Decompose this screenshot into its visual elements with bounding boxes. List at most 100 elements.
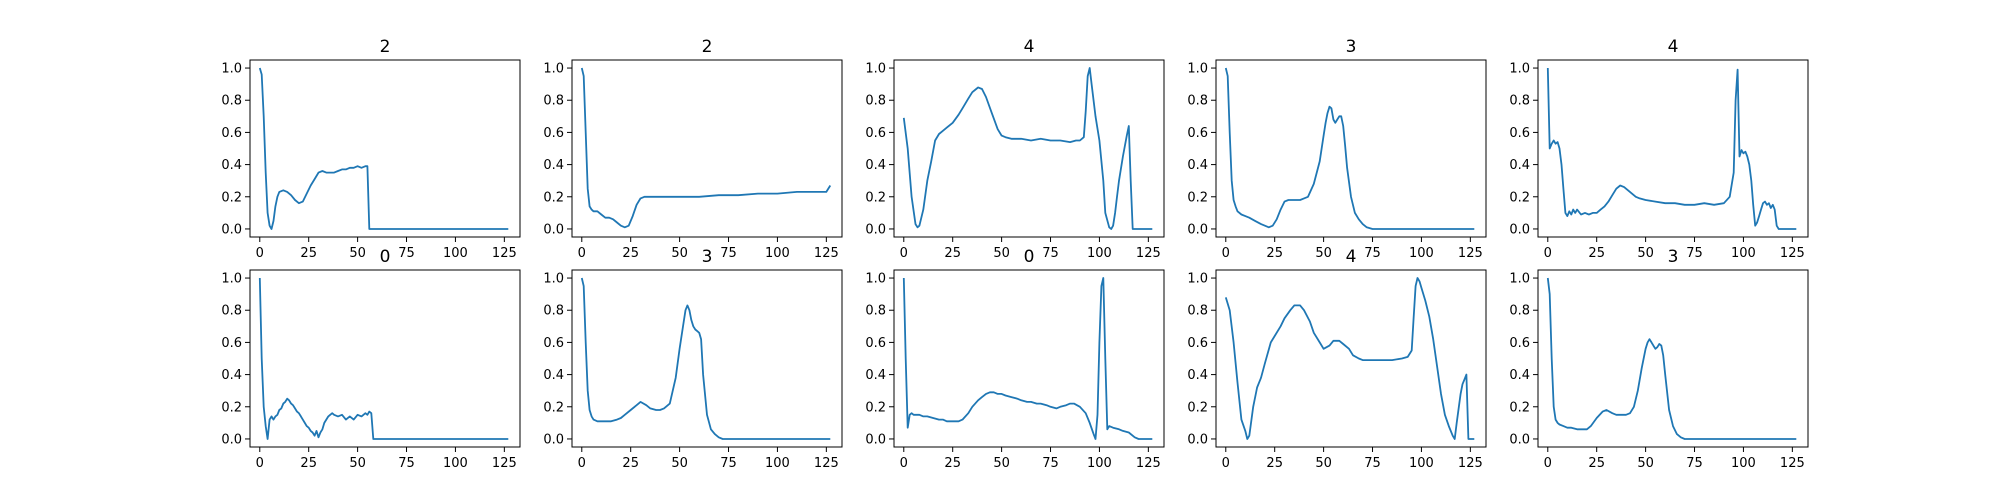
axes-frame	[1537, 59, 1809, 238]
y-tick-label: 0.0	[221, 432, 242, 447]
y-tick-label: 0.4	[865, 368, 886, 383]
x-tick-label: 0	[578, 246, 586, 261]
y-tick-label: 1.0	[865, 62, 886, 77]
x-tick-label: 100	[1087, 246, 1112, 261]
subplot-8: 0 25 50 75 100 125 0.0 0.2 0.4 0.6 0.8 1.0 0	[865, 247, 1165, 471]
x-tick-label: 100	[443, 456, 468, 471]
series-line	[1224, 277, 1475, 440]
x-tick-label: 25	[622, 456, 639, 471]
y-tick-label: 0.2	[865, 190, 886, 205]
y-tick-label: 0.0	[865, 222, 886, 237]
y-tick-label: 0.0	[1509, 432, 1530, 447]
subplot-5: 0 25 50 75 100 125 0.0 0.2 0.4 0.6 0.8 1.0 4	[1509, 37, 1809, 261]
subplot-title: 2	[380, 37, 391, 57]
y-tick-label: 0.2	[543, 190, 564, 205]
y-tick-label: 0.8	[543, 304, 564, 319]
y-tick-label: 0.6	[1509, 126, 1530, 141]
subplot-title: 0	[380, 247, 391, 267]
subplot-title: 3	[1668, 247, 1679, 267]
x-tick-label: 50	[1637, 456, 1654, 471]
x-tick-label: 0	[1544, 246, 1552, 261]
x-tick-label: 125	[492, 246, 517, 261]
x-tick-label: 75	[1686, 246, 1703, 261]
y-tick-label: 0.4	[221, 368, 242, 383]
y-tick-label: 0.8	[543, 94, 564, 109]
y-tick-label: 1.0	[1509, 62, 1530, 77]
axes-frame	[1215, 59, 1487, 238]
x-tick-label: 25	[300, 456, 317, 471]
subplot-7: 0 25 50 75 100 125 0.0 0.2 0.4 0.6 0.8 1.0 3	[543, 247, 843, 471]
subplot-title: 4	[1346, 247, 1357, 267]
subplot-1: 0 25 50 75 100 125 0.0 0.2 0.4 0.6 0.8 1.0 2	[221, 37, 521, 261]
x-tick-label: 75	[1042, 246, 1059, 261]
x-tick-label: 75	[720, 456, 737, 471]
y-tick-label: 0.8	[1509, 304, 1530, 319]
y-tick-label: 0.0	[1187, 432, 1208, 447]
x-tick-label: 100	[1409, 246, 1434, 261]
y-tick-label: 0.8	[1187, 304, 1208, 319]
y-tick-label: 0.6	[543, 126, 564, 141]
x-tick-label: 25	[944, 456, 961, 471]
x-tick-label: 100	[1731, 246, 1756, 261]
x-tick-label: 125	[492, 456, 517, 471]
axes-frame	[893, 269, 1165, 448]
x-tick-label: 0	[578, 456, 586, 471]
y-tick-label: 0.2	[543, 400, 564, 415]
axes-frame	[249, 269, 521, 448]
x-tick-label: 25	[1588, 246, 1605, 261]
y-tick-label: 0.2	[1509, 400, 1530, 415]
series-line	[1546, 67, 1797, 230]
x-tick-label: 25	[1266, 456, 1283, 471]
subplot-title: 2	[702, 37, 713, 57]
x-tick-label: 25	[1266, 246, 1283, 261]
y-tick-label: 0.0	[221, 222, 242, 237]
x-tick-label: 75	[398, 246, 415, 261]
x-tick-label: 50	[993, 246, 1010, 261]
y-tick-label: 0.6	[221, 126, 242, 141]
series-line	[580, 277, 831, 440]
y-tick-label: 0.8	[221, 94, 242, 109]
x-tick-label: 0	[1222, 246, 1230, 261]
x-tick-label: 25	[300, 246, 317, 261]
y-tick-label: 0.8	[865, 304, 886, 319]
axes-frame	[1537, 269, 1809, 448]
y-tick-label: 1.0	[1509, 272, 1530, 287]
y-tick-label: 0.4	[1187, 158, 1208, 173]
y-tick-label: 0.4	[1187, 368, 1208, 383]
y-tick-label: 1.0	[1187, 62, 1208, 77]
y-tick-label: 0.6	[1509, 336, 1530, 351]
y-tick-label: 0.6	[865, 336, 886, 351]
x-tick-label: 125	[1136, 246, 1161, 261]
x-tick-label: 50	[671, 246, 688, 261]
y-tick-label: 1.0	[1187, 272, 1208, 287]
y-tick-label: 0.4	[865, 158, 886, 173]
y-tick-label: 0.0	[543, 222, 564, 237]
x-tick-label: 0	[900, 246, 908, 261]
y-tick-label: 0.8	[865, 94, 886, 109]
x-tick-label: 50	[349, 246, 366, 261]
subplot-title: 4	[1024, 37, 1035, 57]
series-line	[902, 277, 1153, 440]
x-tick-label: 75	[1364, 246, 1381, 261]
series-line	[902, 67, 1153, 230]
x-tick-label: 125	[814, 456, 839, 471]
subplot-3: 0 25 50 75 100 125 0.0 0.2 0.4 0.6 0.8 1.0 4	[865, 37, 1165, 261]
y-tick-label: 1.0	[543, 272, 564, 287]
x-tick-label: 50	[671, 456, 688, 471]
x-tick-label: 50	[349, 456, 366, 471]
x-tick-label: 50	[1637, 246, 1654, 261]
y-tick-label: 0.4	[543, 368, 564, 383]
y-tick-label: 0.2	[1509, 190, 1530, 205]
subplot-4: 0 25 50 75 100 125 0.0 0.2 0.4 0.6 0.8 1.0 3	[1187, 37, 1487, 261]
y-tick-label: 0.2	[1187, 190, 1208, 205]
x-tick-label: 100	[765, 246, 790, 261]
x-tick-label: 0	[1222, 456, 1230, 471]
y-tick-label: 1.0	[221, 62, 242, 77]
axes-frame	[571, 59, 843, 238]
subplot-6: 0 25 50 75 100 125 0.0 0.2 0.4 0.6 0.8 1.0 0	[221, 247, 521, 471]
x-tick-label: 75	[398, 456, 415, 471]
y-tick-label: 0.4	[221, 158, 242, 173]
axes-frame	[893, 59, 1165, 238]
subplot-10: 0 25 50 75 100 125 0.0 0.2 0.4 0.6 0.8 1.0 3	[1509, 247, 1809, 471]
